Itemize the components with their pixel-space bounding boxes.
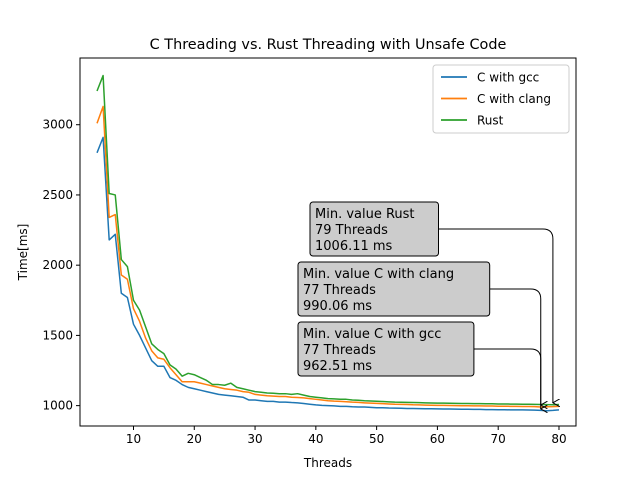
y-tick-label-2000: 2000 bbox=[42, 258, 73, 272]
x-tick-label-20: 20 bbox=[187, 432, 202, 446]
axes-frame bbox=[79, 57, 577, 427]
legend-box bbox=[432, 64, 570, 134]
x-tick-label-10: 10 bbox=[126, 432, 141, 446]
y-tick-label-1500: 1500 bbox=[42, 328, 73, 342]
annotation-text-1-1: 77 Threads bbox=[303, 283, 376, 298]
y-axis-label: Time[ms] bbox=[16, 224, 30, 282]
annotation-text-2-2: 962.51 ms bbox=[303, 359, 372, 374]
y-tick-label-2500: 2500 bbox=[42, 188, 73, 202]
x-axis-label: Threads bbox=[303, 456, 352, 470]
annotation-box-1 bbox=[297, 261, 491, 317]
annotation-box-0 bbox=[309, 201, 439, 257]
legend-label-2: Rust bbox=[477, 114, 504, 128]
annotation-text-2-1: 77 Threads bbox=[303, 343, 376, 358]
x-tick-label-80: 80 bbox=[551, 432, 566, 446]
x-tick-label-70: 70 bbox=[491, 432, 506, 446]
annotation-text-0-0: Min. value Rust bbox=[315, 207, 415, 222]
annotation-arrow-0 bbox=[438, 228, 553, 403]
annotation-arrow-2 bbox=[473, 348, 541, 409]
annotation-text-1-2: 990.06 ms bbox=[303, 299, 372, 314]
chart-title: C Threading vs. Rust Threading with Unsa… bbox=[150, 37, 507, 53]
legend-label-0: C with gcc bbox=[477, 71, 539, 85]
x-tick-label-30: 30 bbox=[247, 432, 262, 446]
legend: C with gcc C with clang Rust bbox=[432, 64, 570, 134]
x-tick-label-50: 50 bbox=[369, 432, 384, 446]
plot-area bbox=[96, 74, 560, 412]
series-line-0 bbox=[96, 136, 560, 412]
axes: 10 20 30 40 50 60 70 80 1000 1500 2000 2500 3000 bbox=[42, 57, 577, 446]
annotation-text-0-1: 79 Threads bbox=[315, 223, 388, 238]
y-tick-label-3000: 3000 bbox=[42, 118, 73, 132]
series-line-1 bbox=[96, 105, 560, 408]
annotation-box-2 bbox=[297, 321, 475, 377]
annotation-text-0-2: 1006.11 ms bbox=[315, 239, 393, 254]
y-tick-label-1000: 1000 bbox=[42, 399, 73, 413]
annotation-arrow-1 bbox=[489, 288, 541, 405]
x-tick-label-60: 60 bbox=[430, 432, 445, 446]
series-line-2 bbox=[96, 74, 560, 406]
annotation-text-2-0: Min. value C with gcc bbox=[303, 327, 441, 342]
legend-label-1: C with clang bbox=[477, 92, 551, 106]
annotation-text-1-0: Min. value C with clang bbox=[303, 267, 454, 282]
x-tick-label-40: 40 bbox=[308, 432, 323, 446]
